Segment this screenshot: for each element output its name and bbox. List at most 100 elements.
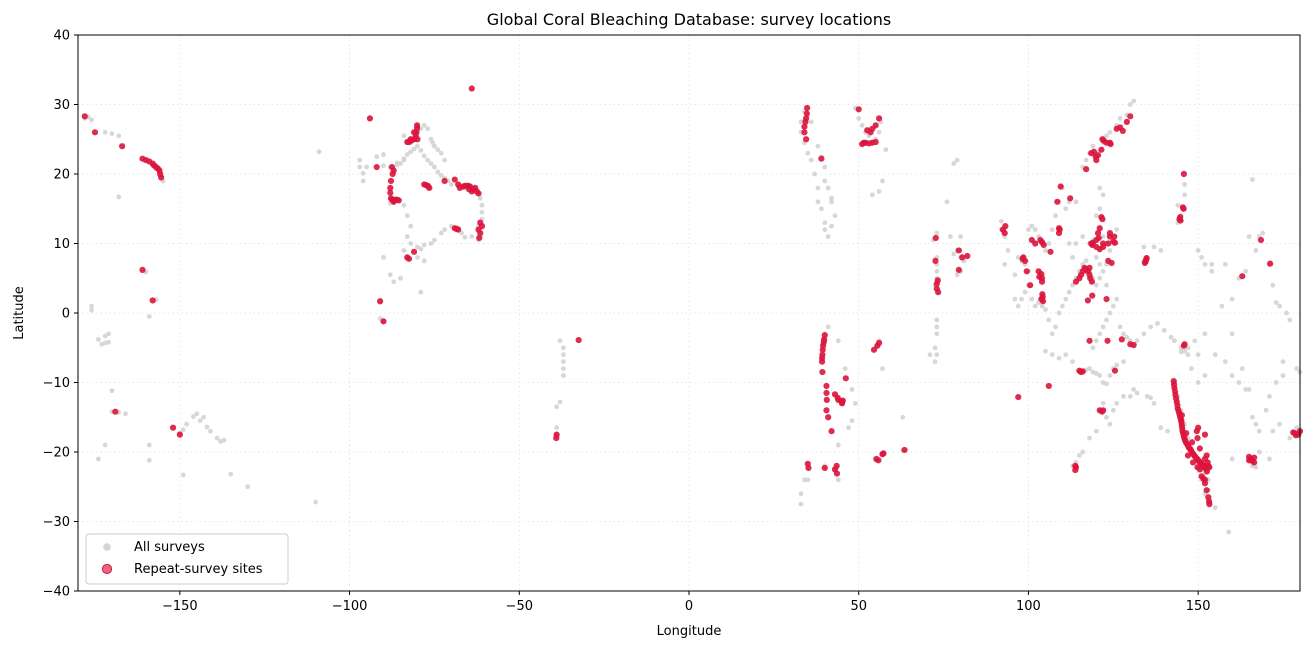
- all-surveys-point: [849, 387, 855, 392]
- all-surveys-point: [944, 199, 950, 205]
- all-surveys-point: [1277, 421, 1283, 427]
- all-surveys-point: [1053, 213, 1058, 219]
- all-surveys-point: [1090, 143, 1096, 149]
- repeat-survey-point: [1251, 459, 1258, 466]
- all-surveys-point: [1097, 331, 1103, 337]
- all-surveys-point: [109, 388, 115, 394]
- repeat-survey-point: [1094, 152, 1102, 159]
- repeat-survey-point: [1201, 431, 1209, 438]
- all-surveys-point: [1141, 244, 1147, 250]
- all-surveys-point: [1236, 380, 1242, 385]
- y-tick-label: −20: [43, 446, 70, 461]
- all-surveys-point: [869, 192, 875, 198]
- all-surveys-point: [808, 119, 814, 125]
- all-surveys-point: [1199, 255, 1204, 260]
- all-surveys-point: [116, 133, 122, 139]
- all-surveys-point: [381, 152, 386, 157]
- repeat-survey-point: [1123, 118, 1130, 125]
- all-surveys-point: [201, 414, 206, 420]
- repeat-survey-point: [1067, 195, 1074, 202]
- all-surveys-series: [82, 98, 1303, 535]
- repeat-survey-point: [870, 346, 878, 353]
- all-surveys-point: [1253, 248, 1259, 253]
- repeat-survey-point: [1181, 341, 1188, 348]
- repeat-survey-point: [833, 462, 840, 469]
- all-surveys-point: [561, 345, 566, 351]
- repeat-survey-point: [872, 138, 879, 146]
- y-tick-label: −10: [43, 376, 70, 391]
- legend-marker-repeat-survey-sites: [101, 563, 113, 575]
- all-surveys-point: [1287, 317, 1293, 323]
- repeat-survey-point: [1089, 292, 1096, 299]
- all-surveys-point: [825, 185, 831, 191]
- all-surveys-point: [184, 421, 190, 427]
- all-surveys-point: [1093, 428, 1099, 434]
- all-surveys-point: [102, 129, 108, 135]
- all-surveys-point: [1049, 331, 1055, 337]
- repeat-survey-point: [373, 163, 380, 171]
- repeat-survey-point: [1292, 432, 1300, 439]
- repeat-survey-point: [1196, 445, 1203, 452]
- repeat-survey-point: [842, 375, 849, 382]
- all-surveys-point: [146, 314, 152, 319]
- repeat-survey-point: [1257, 236, 1265, 244]
- all-surveys-point: [815, 143, 821, 149]
- repeat-survey-point: [1096, 407, 1103, 414]
- all-surveys-point: [954, 157, 960, 163]
- repeat-survey-point: [1002, 223, 1009, 230]
- all-surveys-point: [1015, 303, 1021, 309]
- all-surveys-point: [1294, 366, 1300, 371]
- all-surveys-point: [1032, 227, 1038, 233]
- all-surveys-point: [1070, 255, 1075, 260]
- all-surveys-point: [835, 442, 841, 448]
- all-surveys-point: [1178, 349, 1184, 355]
- all-surveys-point: [1012, 272, 1018, 278]
- all-surveys-point: [1260, 230, 1266, 236]
- all-surveys-point: [1097, 185, 1103, 191]
- all-surveys-point: [934, 268, 940, 274]
- all-surveys-point: [415, 143, 420, 149]
- all-surveys-point: [900, 414, 906, 420]
- all-surveys-point: [1022, 289, 1028, 295]
- all-surveys-point: [1239, 366, 1245, 371]
- repeat-survey-point: [875, 339, 883, 346]
- all-surveys-point: [1212, 352, 1218, 358]
- all-surveys-point: [1158, 425, 1164, 431]
- all-surveys-point: [1212, 505, 1218, 510]
- repeat-survey-point: [176, 431, 183, 438]
- repeat-survey-point: [1090, 148, 1098, 155]
- all-surveys-point: [1273, 300, 1279, 305]
- all-surveys-point: [825, 234, 831, 239]
- y-tick-label: 40: [53, 29, 70, 44]
- repeat-survey-point: [389, 170, 396, 178]
- all-surveys-point: [401, 133, 407, 139]
- repeat-survey-point: [1054, 198, 1061, 205]
- repeat-survey-point: [818, 155, 825, 162]
- all-surveys-point: [89, 117, 94, 123]
- all-surveys-point: [805, 150, 811, 156]
- repeat-survey-point: [1096, 225, 1103, 232]
- all-surveys-point: [1267, 456, 1272, 462]
- all-surveys-point: [815, 185, 821, 191]
- all-surveys-point: [1270, 428, 1276, 434]
- repeat-survey-point: [149, 297, 156, 304]
- all-surveys-point: [1049, 352, 1055, 358]
- all-surveys-point: [798, 501, 804, 507]
- all-surveys-point: [954, 272, 960, 278]
- repeat-survey-point: [872, 122, 879, 129]
- repeat-survey-point: [901, 446, 908, 454]
- repeat-survey-point: [380, 318, 387, 325]
- all-surveys-point: [404, 234, 410, 239]
- all-surveys-point: [428, 241, 434, 246]
- all-surveys-point: [1090, 345, 1096, 351]
- all-surveys-point: [1039, 303, 1045, 309]
- all-surveys-point: [1192, 338, 1198, 344]
- all-surveys-point: [448, 182, 454, 187]
- all-surveys-point: [1243, 387, 1249, 392]
- repeat-survey-point: [823, 407, 830, 414]
- all-surveys-point: [1246, 234, 1252, 239]
- all-surveys-point: [822, 227, 828, 233]
- all-surveys-point: [89, 307, 94, 313]
- repeat-survey-point: [1107, 141, 1114, 148]
- repeat-survey-point: [1106, 233, 1114, 240]
